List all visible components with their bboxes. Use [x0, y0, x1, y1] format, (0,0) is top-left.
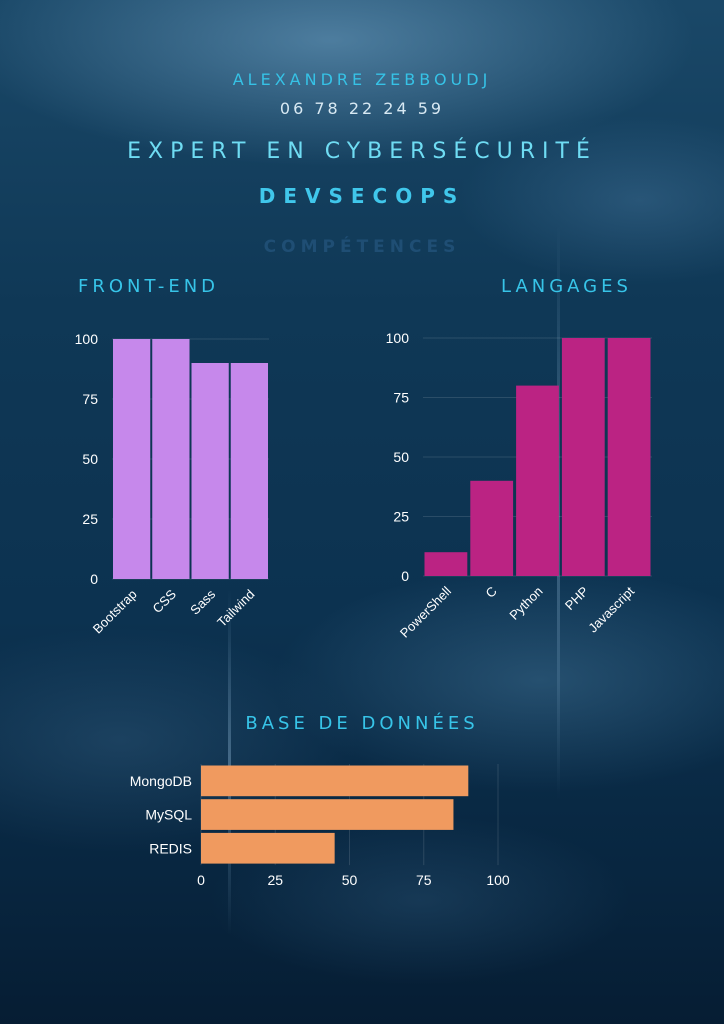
- x-tick-label-databases: 100: [486, 872, 510, 888]
- y-tick-label-languages: 0: [401, 568, 409, 584]
- bar-frontend: [191, 363, 229, 579]
- y-tick-label-databases: MySQL: [145, 807, 192, 823]
- x-tick-label-frontend: Tailwind: [214, 587, 257, 630]
- bar-languages: [607, 338, 651, 576]
- bar-frontend: [113, 339, 151, 579]
- y-tick-label-frontend: 100: [75, 331, 99, 347]
- x-tick-label-databases: 25: [267, 872, 283, 888]
- bar-frontend: [230, 363, 268, 579]
- y-tick-label-languages: 100: [386, 330, 410, 346]
- x-tick-label-languages: PHP: [562, 584, 592, 614]
- x-tick-label-languages: C: [483, 584, 500, 601]
- x-tick-label-databases: 0: [197, 872, 205, 888]
- bar-frontend: [152, 339, 190, 579]
- y-tick-label-languages: 75: [393, 390, 409, 406]
- x-tick-label-databases: 75: [416, 872, 432, 888]
- phone-number: 06 78 22 24 59: [279, 99, 445, 118]
- bar-databases: [201, 799, 454, 830]
- x-tick-label-languages: Python: [506, 584, 545, 623]
- bar-languages: [516, 385, 559, 576]
- chart-title-databases: BASE DE DONNÉES: [245, 713, 479, 734]
- person-name: ALEXANDRE ZEBBOUDJ: [232, 70, 492, 89]
- chart-title-frontend: FRONT-END: [78, 276, 220, 297]
- bar-languages: [470, 480, 514, 576]
- y-tick-label-databases: MongoDB: [130, 773, 192, 789]
- y-tick-label-databases: REDIS: [149, 840, 192, 856]
- light-beam-left: [228, 590, 231, 935]
- y-tick-label-frontend: 25: [82, 511, 98, 527]
- chart-title-languages: LANGAGES: [501, 276, 632, 297]
- y-tick-label-frontend: 50: [82, 451, 98, 467]
- bar-languages: [424, 552, 468, 576]
- x-tick-label-databases: 50: [342, 872, 358, 888]
- bar-databases: [201, 832, 335, 864]
- section-title: COMPÉTENCES: [263, 237, 461, 257]
- y-tick-label-languages: 50: [393, 449, 409, 465]
- y-tick-label-languages: 25: [393, 509, 409, 525]
- y-tick-label-frontend: 0: [90, 571, 98, 587]
- job-title: EXPERT EN CYBERSÉCURITÉ: [127, 139, 597, 164]
- x-tick-label-languages: PowerShell: [397, 583, 454, 640]
- bar-languages: [561, 338, 605, 576]
- job-subtitle: DEVSECOPS: [258, 184, 466, 208]
- x-tick-label-languages: Javascript: [585, 583, 637, 635]
- y-tick-label-frontend: 75: [82, 391, 98, 407]
- x-tick-label-frontend: Sass: [187, 586, 218, 617]
- x-tick-label-frontend: Bootstrap: [90, 587, 140, 637]
- bar-databases: [201, 765, 469, 797]
- x-tick-label-frontend: CSS: [149, 586, 179, 616]
